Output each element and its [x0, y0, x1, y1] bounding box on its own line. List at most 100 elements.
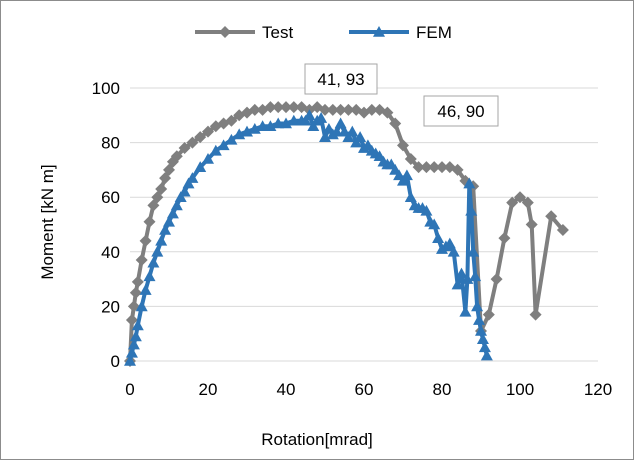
data-point [139, 234, 152, 247]
series-test [124, 101, 569, 367]
data-point [163, 163, 175, 176]
data-point [461, 273, 474, 284]
data-point [350, 136, 363, 148]
data-point [186, 136, 199, 149]
data-point [334, 117, 347, 129]
data-point [248, 103, 261, 116]
data-point [155, 183, 168, 196]
axes: 0 20 40 60 80 100 0 20 40 60 80 100 120 [92, 79, 613, 399]
data-point [467, 245, 480, 257]
data-point [159, 223, 172, 235]
data-point [420, 161, 433, 174]
data-point [381, 106, 394, 119]
data-point [451, 278, 464, 290]
data-point [490, 273, 503, 286]
data-point [178, 142, 191, 155]
data-point [303, 109, 316, 121]
data-point [124, 355, 136, 366]
data-point [280, 117, 292, 129]
y-tick-label: 40 [101, 243, 120, 262]
data-point [233, 128, 246, 140]
data-point [443, 237, 456, 249]
data-point [155, 234, 168, 246]
data-point [131, 319, 144, 331]
x-axis-title: Rotation[mrad] [261, 430, 373, 449]
data-point [272, 117, 285, 129]
data-point [135, 300, 148, 312]
data-point [469, 270, 482, 282]
data-point [307, 120, 320, 132]
x-tick-label: 120 [584, 380, 612, 399]
data-point [447, 245, 460, 257]
data-point [163, 215, 175, 227]
data-point [209, 144, 222, 156]
data-point [545, 210, 558, 223]
data-point [432, 232, 445, 243]
data-point [159, 172, 172, 185]
data-point [241, 125, 253, 137]
data-point [264, 101, 277, 114]
annotation-box [304, 63, 378, 95]
data-point [342, 103, 355, 116]
annotations: 41, 93 46, 90 [304, 63, 499, 127]
y-axis-title: Moment [kN m] [38, 164, 57, 279]
annotation-label: 46, 90 [437, 102, 484, 121]
legend-label: Test [262, 23, 293, 42]
data-point [428, 161, 441, 174]
data-point [354, 131, 367, 142]
data-point [330, 125, 343, 137]
data-point [480, 349, 493, 361]
x-tick-label: 0 [125, 380, 134, 399]
series-lines [124, 101, 569, 367]
data-point [326, 103, 339, 116]
data-point [217, 139, 230, 151]
y-tick-label: 100 [92, 79, 120, 98]
data-point [397, 139, 409, 152]
x-tick-label: 100 [506, 380, 534, 399]
y-tick-label: 80 [101, 134, 120, 153]
x-tick-label: 60 [355, 380, 374, 399]
data-point [174, 191, 187, 202]
data-point [147, 199, 160, 212]
data-point [412, 161, 425, 174]
legend: Test FEM [195, 23, 452, 42]
series-fem [124, 109, 493, 366]
data-point [315, 112, 328, 123]
data-point [225, 133, 238, 145]
data-point [225, 114, 238, 127]
annotation-box [423, 95, 499, 127]
data-point [219, 26, 231, 38]
data-point [143, 270, 156, 282]
data-point [342, 131, 355, 142]
data-point [463, 177, 476, 189]
data-point [319, 103, 331, 116]
data-point [459, 305, 472, 317]
data-point [482, 308, 495, 321]
data-point [151, 191, 164, 204]
legend-label: FEM [416, 23, 452, 42]
data-point [151, 245, 164, 257]
data-point [194, 161, 207, 172]
data-point [299, 114, 312, 126]
data-point [428, 218, 441, 230]
data-point [272, 101, 285, 114]
data-point [170, 150, 183, 163]
data-point [129, 286, 142, 299]
data-point [129, 330, 142, 342]
data-point [397, 174, 409, 186]
data-point [125, 346, 138, 358]
x-tick-label: 40 [277, 380, 296, 399]
data-point [182, 177, 195, 189]
annotation-label: 41, 93 [317, 70, 364, 89]
data-point [471, 300, 484, 312]
data-point [319, 131, 331, 142]
data-point [404, 152, 417, 165]
data-point [139, 284, 152, 295]
data-point [287, 114, 300, 126]
data-point [436, 161, 448, 174]
data-point [478, 341, 491, 353]
data-point [476, 333, 489, 344]
data-point [131, 275, 144, 288]
data-point [194, 131, 207, 144]
data-point [166, 207, 179, 219]
